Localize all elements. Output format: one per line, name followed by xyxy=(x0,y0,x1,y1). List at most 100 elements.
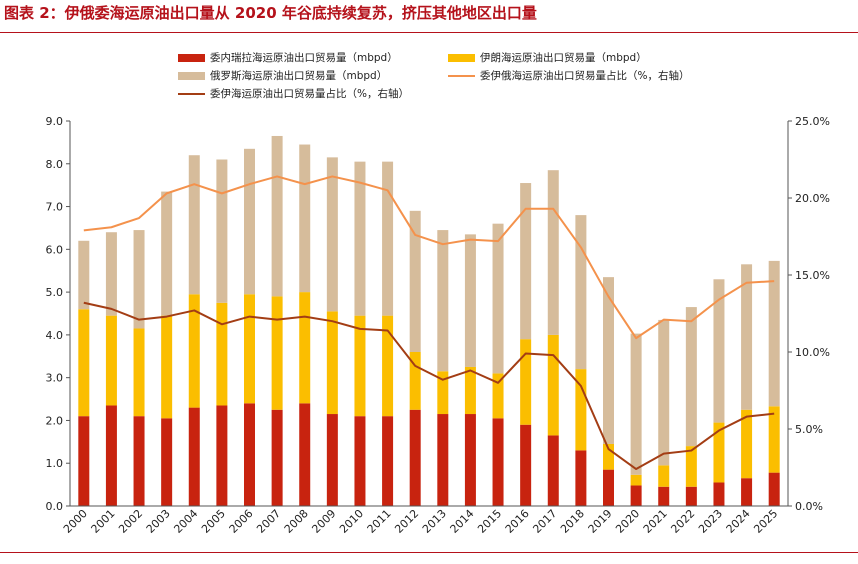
legend-label-share-ir: 委伊海运原油出口贸易量占比（%，右轴） xyxy=(210,88,409,100)
bar-iran-2020 xyxy=(630,474,642,486)
bar-venezuela-2024 xyxy=(741,478,753,506)
legend-label-share-total: 委伊俄海运原油出口贸易量占比（%，右轴） xyxy=(480,70,690,82)
right-tick-label: 25.0% xyxy=(795,115,830,128)
bar-russia-2006 xyxy=(244,148,255,295)
left-tick-label: 2.0 xyxy=(46,414,64,427)
bar-iran-2012 xyxy=(409,352,421,410)
x-tick-label: 2016 xyxy=(503,507,532,536)
x-tick-label: 2021 xyxy=(641,507,670,536)
bar-venezuela-2001 xyxy=(105,405,117,506)
x-tick-label: 2006 xyxy=(227,507,256,536)
bar-venezuela-2003 xyxy=(161,418,173,506)
bar-iran-2003 xyxy=(161,315,173,419)
title-rule xyxy=(0,32,858,33)
x-tick-label: 2015 xyxy=(475,507,504,536)
bar-venezuela-2011 xyxy=(382,416,394,506)
bar-russia-2024 xyxy=(741,264,753,410)
left-tick-label: 5.0 xyxy=(46,286,64,299)
legend-item-venezuela: 委内瑞拉海运原油出口贸易量（mbpd） xyxy=(178,50,398,65)
bar-russia-2017 xyxy=(547,170,559,335)
bar-russia-2023 xyxy=(713,279,725,423)
left-tick-label: 6.0 xyxy=(46,243,64,256)
x-tick-label: 2018 xyxy=(558,507,587,536)
bar-russia-2002 xyxy=(133,230,145,329)
legend-swatch-venezuela xyxy=(178,53,205,62)
bar-russia-2007 xyxy=(271,135,283,297)
bar-iran-2023 xyxy=(713,422,725,483)
bar-venezuela-2002 xyxy=(133,416,145,506)
right-tick-label: 5.0% xyxy=(795,423,823,436)
legend-item-share-ir: 委伊海运原油出口贸易量占比（%，右轴） xyxy=(178,86,409,101)
x-tick-label: 2008 xyxy=(282,507,311,536)
x-tick-label: 2000 xyxy=(61,507,90,536)
legend-label-iran: 伊朗海运原油出口贸易量（mbpd） xyxy=(480,52,647,64)
x-tick-label: 2013 xyxy=(420,507,449,536)
bar-venezuela-2007 xyxy=(271,409,283,506)
x-tick-label: 2009 xyxy=(309,507,338,536)
x-tick-label: 2012 xyxy=(392,507,421,536)
x-tick-label: 2025 xyxy=(751,507,780,536)
bar-venezuela-2015 xyxy=(492,418,504,506)
bar-russia-2016 xyxy=(520,183,532,340)
legend-swatch-iran xyxy=(448,53,475,62)
x-tick-label: 2005 xyxy=(199,507,228,536)
bar-iran-2008 xyxy=(299,292,311,404)
bar-venezuela-2009 xyxy=(326,414,338,506)
legend-swatch-russia xyxy=(178,71,205,80)
left-tick-label: 0.0 xyxy=(46,500,64,513)
bar-russia-2019 xyxy=(603,277,614,444)
legend-swatch-share-ir xyxy=(178,92,205,95)
bar-russia-2001 xyxy=(105,232,117,316)
legend-item-share-total: 委伊俄海运原油出口贸易量占比（%，右轴） xyxy=(448,68,689,83)
x-tick-label: 2017 xyxy=(530,507,559,536)
bar-russia-2018 xyxy=(575,215,587,370)
bar-russia-2008 xyxy=(299,144,311,293)
left-tick-label: 1.0 xyxy=(46,457,64,470)
bar-russia-2003 xyxy=(161,191,173,316)
bar-russia-2022 xyxy=(685,307,697,447)
bar-russia-2020 xyxy=(630,333,642,475)
bar-venezuela-2020 xyxy=(630,485,642,506)
left-tick-label: 3.0 xyxy=(46,372,64,385)
bar-iran-2001 xyxy=(105,315,117,406)
bar-russia-2011 xyxy=(382,161,394,316)
bar-russia-2009 xyxy=(326,157,338,312)
bar-iran-2019 xyxy=(603,443,614,470)
line-series-share-total xyxy=(83,175,775,340)
bar-iran-2007 xyxy=(271,296,283,410)
bar-venezuela-2019 xyxy=(603,469,614,506)
figure-title: 图表 2：伊俄委海运原油出口量从 2020 年谷底持续复苏，挤压其他地区出口量 xyxy=(4,4,537,22)
bar-iran-2009 xyxy=(326,311,338,415)
bar-russia-2005 xyxy=(216,159,228,303)
x-tick-label: 2003 xyxy=(144,507,173,536)
bar-venezuela-2025 xyxy=(768,472,780,506)
bar-iran-2016 xyxy=(520,339,532,425)
legend-label-russia: 俄罗斯海运原油出口贸易量（mbpd） xyxy=(210,70,388,82)
right-tick-label: 0.0% xyxy=(795,500,823,513)
bar-iran-2004 xyxy=(188,294,200,408)
x-tick-label: 2019 xyxy=(586,507,615,536)
bar-russia-2012 xyxy=(409,210,421,352)
bar-iran-2017 xyxy=(547,334,559,436)
x-tick-label: 2020 xyxy=(613,507,642,536)
bar-venezuela-2022 xyxy=(685,486,697,506)
line-series-share-ir xyxy=(83,301,775,471)
bar-iran-2022 xyxy=(685,446,697,487)
bar-iran-2011 xyxy=(382,315,394,417)
legend-label-venezuela: 委内瑞拉海运原油出口贸易量（mbpd） xyxy=(210,52,398,64)
bar-iran-2010 xyxy=(354,315,366,417)
x-tick-label: 2004 xyxy=(171,507,200,536)
bar-russia-2015 xyxy=(492,223,504,374)
bar-iran-2005 xyxy=(216,302,228,406)
bar-venezuela-2017 xyxy=(547,435,559,506)
right-tick-label: 20.0% xyxy=(795,192,830,205)
left-tick-label: 9.0 xyxy=(46,115,64,128)
bar-venezuela-2005 xyxy=(216,405,228,506)
bar-iran-2002 xyxy=(133,328,145,417)
bar-iran-2025 xyxy=(768,406,780,473)
legend-swatch-share-total xyxy=(448,74,475,77)
x-tick-label: 2001 xyxy=(89,507,118,536)
bar-venezuela-2023 xyxy=(713,482,725,506)
bar-iran-2021 xyxy=(658,465,670,487)
